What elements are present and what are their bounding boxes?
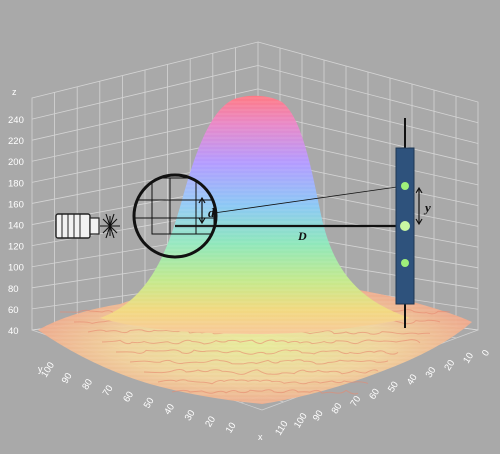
z-tick-label: 140 bbox=[8, 221, 24, 232]
optical-rays bbox=[175, 185, 405, 228]
z-tick-label: 120 bbox=[8, 242, 24, 253]
y-tick-label: 90 bbox=[60, 371, 75, 386]
x-tick-label: 110 bbox=[273, 419, 290, 438]
z-tick-label: 100 bbox=[8, 263, 24, 274]
z-tick-label: 180 bbox=[8, 178, 24, 189]
inset-size-label: d bbox=[208, 205, 215, 220]
gaussian-peak bbox=[100, 95, 410, 335]
laser-burst-icon bbox=[100, 213, 120, 239]
y-tick-label: 80 bbox=[80, 377, 95, 392]
x-tick-label: 0 bbox=[480, 348, 492, 358]
z-tick-label: 80 bbox=[8, 284, 19, 295]
y-axis-ticks: 100 90 80 70 60 50 40 30 20 10 bbox=[39, 360, 238, 435]
z-tick-label: 200 bbox=[8, 157, 24, 168]
y-tick-label: 60 bbox=[121, 390, 136, 405]
upper-ray-line bbox=[213, 185, 405, 214]
x-tick-label: 70 bbox=[348, 394, 363, 409]
x-tick-label: 60 bbox=[367, 387, 382, 402]
y-tick-label: 20 bbox=[203, 414, 218, 429]
x-tick-label: 50 bbox=[386, 380, 401, 395]
x-tick-label: 30 bbox=[424, 365, 439, 380]
z-tick-label: 40 bbox=[8, 326, 19, 337]
y-tick-label: 30 bbox=[183, 408, 198, 423]
z-axis-ticks: 40 60 80 100 120 140 160 180 200 220 240 bbox=[8, 115, 24, 337]
x-tick-label: 100 bbox=[292, 411, 310, 430]
x-tick-label: 10 bbox=[461, 351, 476, 366]
x-tick-label: 80 bbox=[330, 401, 345, 416]
distance-label: D bbox=[297, 229, 307, 243]
y-tick-label: 40 bbox=[162, 402, 177, 417]
z-tick-label: 160 bbox=[8, 199, 24, 210]
x-tick-label: 40 bbox=[405, 372, 420, 387]
z-tick-label: 60 bbox=[8, 305, 19, 316]
y-tick-label: 70 bbox=[101, 383, 116, 398]
center-spot bbox=[400, 221, 410, 231]
x-axis-label: x bbox=[258, 432, 263, 442]
detector: y bbox=[395, 118, 431, 328]
lower-spot bbox=[401, 259, 409, 267]
y-tick-label: 50 bbox=[142, 396, 157, 411]
x-tick-label: 90 bbox=[311, 408, 326, 423]
x-tick-label: 20 bbox=[442, 358, 457, 373]
z-tick-label: 220 bbox=[8, 136, 24, 147]
z-tick-label: 240 bbox=[8, 115, 24, 126]
offset-label: y bbox=[423, 200, 431, 215]
y-axis-label: y bbox=[38, 364, 43, 374]
x-axis-ticks: 110 100 90 80 70 60 50 40 30 20 10 0 bbox=[273, 348, 492, 438]
laser-source bbox=[55, 213, 120, 239]
lens-magnifier: d bbox=[132, 173, 218, 259]
z-axis-label: z bbox=[12, 87, 17, 97]
upper-spot bbox=[401, 182, 409, 190]
y-tick-label: 10 bbox=[224, 421, 239, 436]
